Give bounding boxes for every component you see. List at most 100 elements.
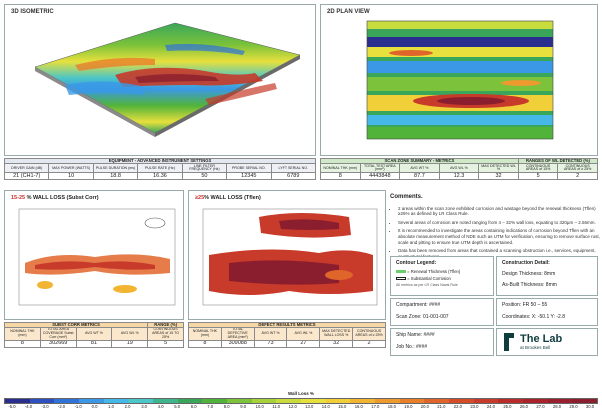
scale-label: 22.0 [453,404,462,409]
scale-label: 21.0 [437,404,446,409]
scale-swatch [276,399,302,403]
scan-value: 32 [478,172,519,181]
subst-value: 302669 [39,339,77,348]
equipment-table: EQUIPMENT - ADVANCED INSTRUMENT SETTINGS… [3,157,317,181]
subst-swatch-icon [396,277,406,281]
position-box: Position: FR 50 – 55 Coordinates: X: -50… [496,298,598,326]
subst-header: CONTINUOUS AREAS of 15 TO 25% [147,327,184,341]
scale-swatch [128,399,154,403]
scale-label: 8.0 [223,404,230,409]
scale-swatch [29,399,55,403]
scale-label: 2.0 [124,404,131,409]
scale-swatch [325,399,351,403]
scale-label: 3.0 [141,404,148,409]
scale-label: -2.0 [57,404,66,409]
scan-value: 12.3 [438,172,480,181]
scan-summary-table: SCAN ZONE SUMMARY - METRICS RANGES OF WL… [320,157,599,181]
subst-label: = Substantial Corrosion [407,276,451,281]
scale-label: 25.0 [503,404,512,409]
tflen-panel: ≥25% WALL LOSS (Tflen) [188,190,386,320]
subst-corr-label: % WALL LOSS (Subst Corr) [25,195,99,201]
scale-swatch [79,399,104,403]
equipment-value: 21 (CH1-7) [3,172,50,181]
comments-panel: Comments. 2 areas within the scan zone e… [390,194,600,259]
scale-swatch [498,399,524,403]
scan-header: AVG WT % [399,163,440,174]
subst-metrics-title: SUBST CORR METRICS [3,321,149,329]
logo-name: The Lab [520,333,563,345]
scale-label: 5.0 [174,404,181,409]
scale-label: 12.0 [288,404,297,409]
subst-header: AVG WL % [111,327,149,341]
scale-label: -1.0 [74,404,82,409]
scale-label: 7.0 [207,404,214,409]
scale-swatch [153,399,178,403]
subst-corr-title: 15-25 % WALL LOSS (Subst Corr) [11,195,99,201]
scale-swatch [572,399,598,403]
scan-value: 5 [517,172,559,181]
scale-label: 30.0 [585,404,595,409]
defect-header: CONTINUOUS AREAS of ≥ 25% [352,327,386,341]
scale-label: 9.0 [240,404,247,409]
scale-label: 29.0 [569,404,578,409]
scan-value: 4443848 [359,172,401,181]
scan-header: CONTINUOUS AREAS of 15% [517,163,559,174]
equipment-header: LYFT SERIAL NO. [270,163,317,174]
defect-header: AVG WL % [286,327,321,341]
scale-label: 13.0 [305,404,314,409]
subst-range-title: RANGE (%) [147,321,184,329]
scale-swatch [350,399,376,403]
comment-item: 2 areas within the scan zone exhibited c… [398,206,600,217]
scale-label: 4.0 [157,404,164,409]
contour-note: All metrics as per LR Class Naval Rule [396,283,458,287]
equipment-value: 18.8 [92,172,139,181]
scale-label: -4.0 [24,404,33,409]
ship-box: Ship Name: #### Job No.: #### [390,328,494,356]
scale-swatch [547,399,573,403]
isometric-surface [34,22,301,137]
scale-label: 19.0 [404,404,413,409]
job-number: Job No.: #### [396,344,428,350]
scale-swatch [399,399,425,403]
defect-value: 8 [188,339,222,348]
equipment-header: MAX POWER (WATTS) [48,163,94,174]
equipment-header: DRIVER GAIN (dB) [3,163,50,174]
scale-swatch [202,399,228,403]
contour-legend: Contour Legend: = Renewal Thickness (Tfl… [390,256,494,296]
scale-label: -3.0 [41,404,49,409]
scale-label: 16.0 [354,404,363,409]
scale-label: -5.0 [8,404,16,409]
position-label: Position: FR 50 – 55 [502,302,548,308]
construction-detail: Construction Detail: Design Thickness: 8… [496,256,598,296]
scale-label: 0.0 [91,404,98,409]
compartment-label: Compartment: #### [396,302,441,308]
scale-label: 11.0 [272,404,281,409]
subst-corr-panel: 15-25 % WALL LOSS (Subst Corr) [4,190,184,320]
scale-swatch [424,399,450,403]
equipment-header: PULSE DURATION (ms) [92,163,139,174]
scale-swatch [473,399,499,403]
scale-title: Wall Loss % [287,391,315,396]
logo-box: The Lab at Brookes Bell [496,328,598,356]
subst-value: 5 [147,339,184,348]
scale-swatch [251,399,277,403]
equipment-value: 6789 [270,172,317,181]
asbuilt-thickness: As-Built Thickness: 8mm [502,282,557,288]
scan-value: 87.7 [399,172,440,181]
scale-swatch [177,399,203,403]
plan-view-panel: 2D PLAN VIEW [320,4,598,156]
defect-value: 73 [253,339,288,348]
scale-label: 18.0 [387,404,396,409]
scale-swatch [523,399,548,403]
defect-value: 27 [286,339,321,348]
defect-metrics-table: DEFECT RESULTS METRICS NOMINAL THK (mm) … [188,321,386,348]
subst-metrics-table: SUBST CORR METRICS RANGE (%) NOMINAL THK… [3,321,184,348]
scale-label: 27.0 [536,404,545,409]
renewal-swatch-icon [396,270,406,274]
defect-value: 309088 [220,339,255,348]
defect-header: TOTAL DEFECTIVE AREA (mm²) [220,327,255,341]
scale-swatch [5,399,30,403]
scan-header: TOTAL TEST AREA (mm²) [359,163,401,174]
defect-header: NOMINAL THK (mm) [188,327,222,341]
ship-name: Ship Name: #### [396,332,435,338]
